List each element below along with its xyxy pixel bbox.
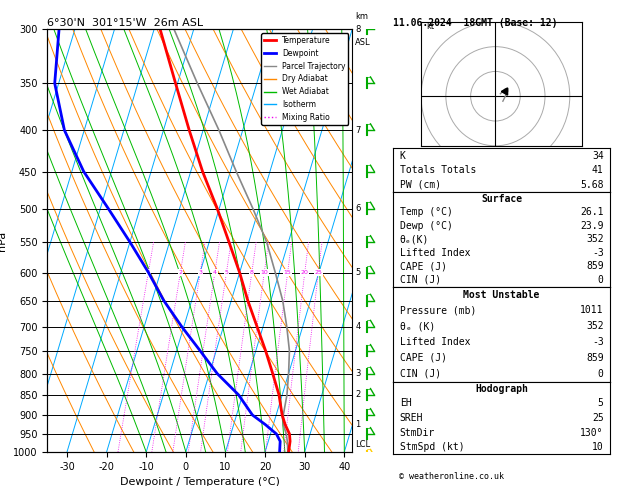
- Text: 25: 25: [314, 270, 322, 275]
- Text: 41: 41: [592, 165, 604, 175]
- Text: 5: 5: [225, 270, 228, 275]
- Text: 4: 4: [355, 322, 360, 331]
- Text: EH: EH: [399, 399, 411, 408]
- Text: Lifted Index: Lifted Index: [399, 337, 470, 347]
- Text: Surface: Surface: [481, 194, 522, 204]
- Text: -3: -3: [592, 248, 604, 258]
- Text: SREH: SREH: [399, 413, 423, 423]
- Text: 0: 0: [598, 368, 604, 379]
- Text: Pressure (mb): Pressure (mb): [399, 305, 476, 315]
- Text: K: K: [399, 151, 406, 160]
- Text: 859: 859: [586, 261, 604, 272]
- Text: Most Unstable: Most Unstable: [464, 290, 540, 300]
- Text: LCL: LCL: [355, 440, 370, 450]
- Text: StmDir: StmDir: [399, 428, 435, 437]
- Text: 4: 4: [213, 270, 217, 275]
- Text: θₑ (K): θₑ (K): [399, 321, 435, 331]
- Text: 352: 352: [586, 321, 604, 331]
- Text: 130°: 130°: [580, 428, 604, 437]
- Text: CIN (J): CIN (J): [399, 275, 441, 285]
- Text: Totals Totals: Totals Totals: [399, 165, 476, 175]
- Text: Hodograph: Hodograph: [475, 384, 528, 394]
- Text: 2: 2: [179, 270, 182, 275]
- Text: 5: 5: [355, 268, 360, 277]
- Y-axis label: hPa: hPa: [0, 230, 8, 251]
- Text: ASL: ASL: [355, 37, 371, 47]
- Text: Dewp (°C): Dewp (°C): [399, 221, 452, 231]
- Text: 11.06.2024  18GMT (Base: 12): 11.06.2024 18GMT (Base: 12): [393, 18, 558, 28]
- Text: CIN (J): CIN (J): [399, 368, 441, 379]
- Text: CAPE (J): CAPE (J): [399, 353, 447, 363]
- Text: 5: 5: [598, 399, 604, 408]
- Text: 859: 859: [586, 353, 604, 363]
- Text: 1: 1: [355, 420, 360, 429]
- Text: 1011: 1011: [580, 305, 604, 315]
- Text: 23.9: 23.9: [580, 221, 604, 231]
- Text: kt: kt: [426, 22, 434, 31]
- Legend: Temperature, Dewpoint, Parcel Trajectory, Dry Adiabat, Wet Adiabat, Isotherm, Mi: Temperature, Dewpoint, Parcel Trajectory…: [261, 33, 348, 125]
- Text: 6: 6: [355, 204, 360, 213]
- Text: 15: 15: [284, 270, 291, 275]
- Text: CAPE (J): CAPE (J): [399, 261, 447, 272]
- Text: -3: -3: [592, 337, 604, 347]
- Text: 10: 10: [260, 270, 268, 275]
- Text: 10: 10: [592, 442, 604, 452]
- Text: 34: 34: [592, 151, 604, 160]
- Text: 5.68: 5.68: [580, 180, 604, 190]
- Text: © weatheronline.co.uk: © weatheronline.co.uk: [399, 472, 504, 481]
- Text: PW (cm): PW (cm): [399, 180, 441, 190]
- Text: 1: 1: [147, 270, 150, 275]
- Text: 20: 20: [301, 270, 309, 275]
- X-axis label: Dewpoint / Temperature (°C): Dewpoint / Temperature (°C): [120, 477, 280, 486]
- Text: Temp (°C): Temp (°C): [399, 207, 452, 217]
- Text: Lifted Index: Lifted Index: [399, 248, 470, 258]
- Text: 3: 3: [355, 369, 360, 378]
- Text: StmSpd (kt): StmSpd (kt): [399, 442, 464, 452]
- Text: 26.1: 26.1: [580, 207, 604, 217]
- Text: θₑ(K): θₑ(K): [399, 234, 429, 244]
- Text: 25: 25: [592, 413, 604, 423]
- Text: 0: 0: [598, 275, 604, 285]
- Text: 2: 2: [355, 390, 360, 399]
- Text: km: km: [355, 12, 369, 21]
- Text: 6°30'N  301°15'W  26m ASL: 6°30'N 301°15'W 26m ASL: [47, 18, 203, 28]
- Text: 3: 3: [198, 270, 203, 275]
- Text: 8: 8: [355, 25, 360, 34]
- Text: 8: 8: [250, 270, 253, 275]
- Text: 352: 352: [586, 234, 604, 244]
- Text: 7: 7: [355, 126, 360, 135]
